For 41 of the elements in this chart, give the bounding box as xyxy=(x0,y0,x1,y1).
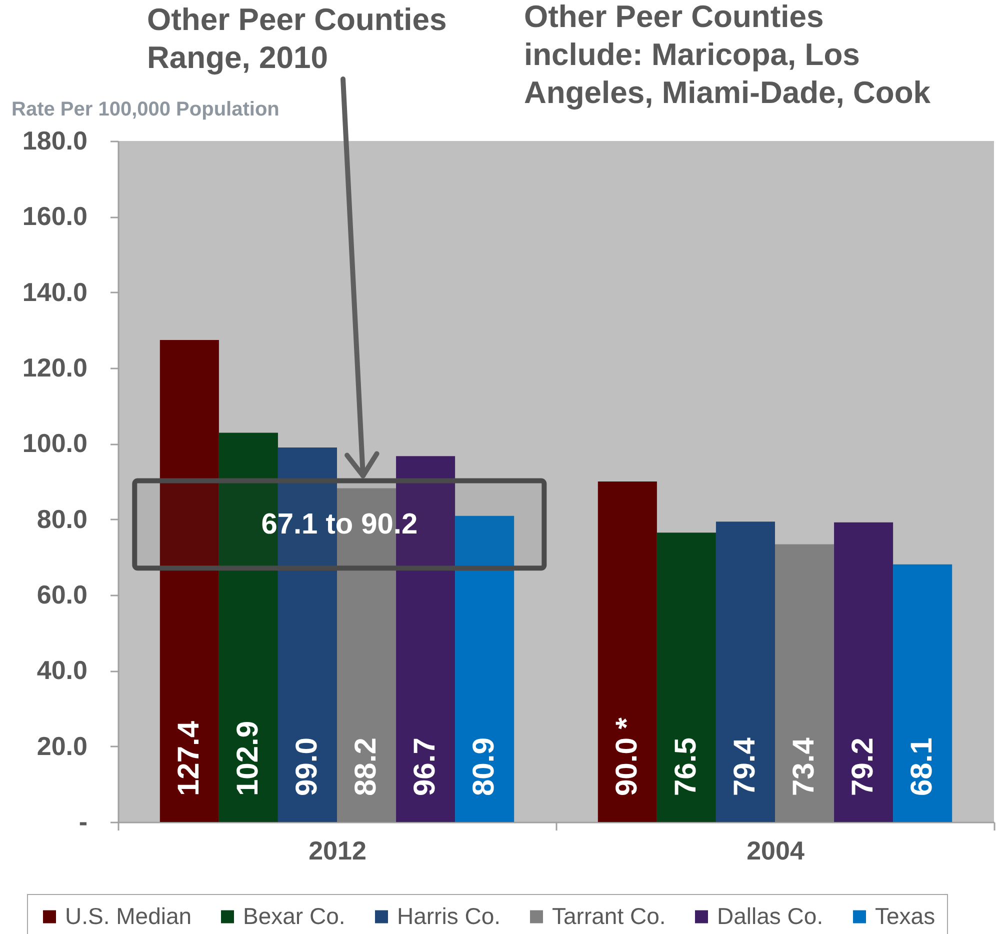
x-tick-label: 2012 xyxy=(308,836,366,866)
legend-label: Dallas Co. xyxy=(717,902,824,929)
bar xyxy=(455,516,514,822)
text: Other Peer Counties include: Maricopa, Los Angeles, Miami-Dade, Cook xyxy=(524,0,932,110)
data-label: 76.5 xyxy=(669,738,702,796)
text: Other Peer Counties Range, 2010 xyxy=(147,2,447,75)
bar xyxy=(160,340,219,822)
data-label: 99.0 xyxy=(290,738,324,796)
y-axis-title: Rate Per 100,000 Population xyxy=(12,98,280,120)
legend-label: Bexar Co. xyxy=(243,902,346,929)
data-label: 96.7 xyxy=(408,738,442,796)
data-label: 88.2 xyxy=(350,738,383,796)
data-label: 127.4 xyxy=(172,720,206,796)
legend-label: Texas xyxy=(875,902,936,929)
bar xyxy=(656,532,716,822)
legend-label: U.S. Median xyxy=(65,902,192,929)
x-tick-label: 2004 xyxy=(746,836,805,866)
bar xyxy=(775,544,834,822)
data-label: 90.0 * xyxy=(610,717,644,796)
bar xyxy=(834,522,894,822)
legend-label: Harris Co. xyxy=(397,902,501,929)
y-tick-label: 60.0 xyxy=(36,580,88,610)
y-tick-label: 40.0 xyxy=(36,655,88,686)
data-label: 79.2 xyxy=(846,738,880,796)
bar xyxy=(598,482,657,822)
y-tick-label: 100.0 xyxy=(22,428,88,458)
data-label: 79.4 xyxy=(728,737,762,796)
legend-label: Tarrant Co. xyxy=(552,902,666,929)
data-label: 73.4 xyxy=(788,737,821,796)
y-tick-label: 20.0 xyxy=(36,730,88,761)
y-tick-label: 180.0 xyxy=(22,126,88,156)
bar xyxy=(716,522,775,822)
y-tick-label: 80.0 xyxy=(36,504,88,534)
y-tick-label: - xyxy=(78,806,88,836)
data-label: 80.9 xyxy=(468,738,501,796)
data-label: 102.9 xyxy=(231,720,264,796)
bar xyxy=(893,564,952,822)
data-label: 68.1 xyxy=(906,738,939,796)
y-tick-label: 120.0 xyxy=(22,352,88,382)
y-tick-label: 140.0 xyxy=(22,276,88,307)
y-tick-label: 160.0 xyxy=(22,201,88,232)
